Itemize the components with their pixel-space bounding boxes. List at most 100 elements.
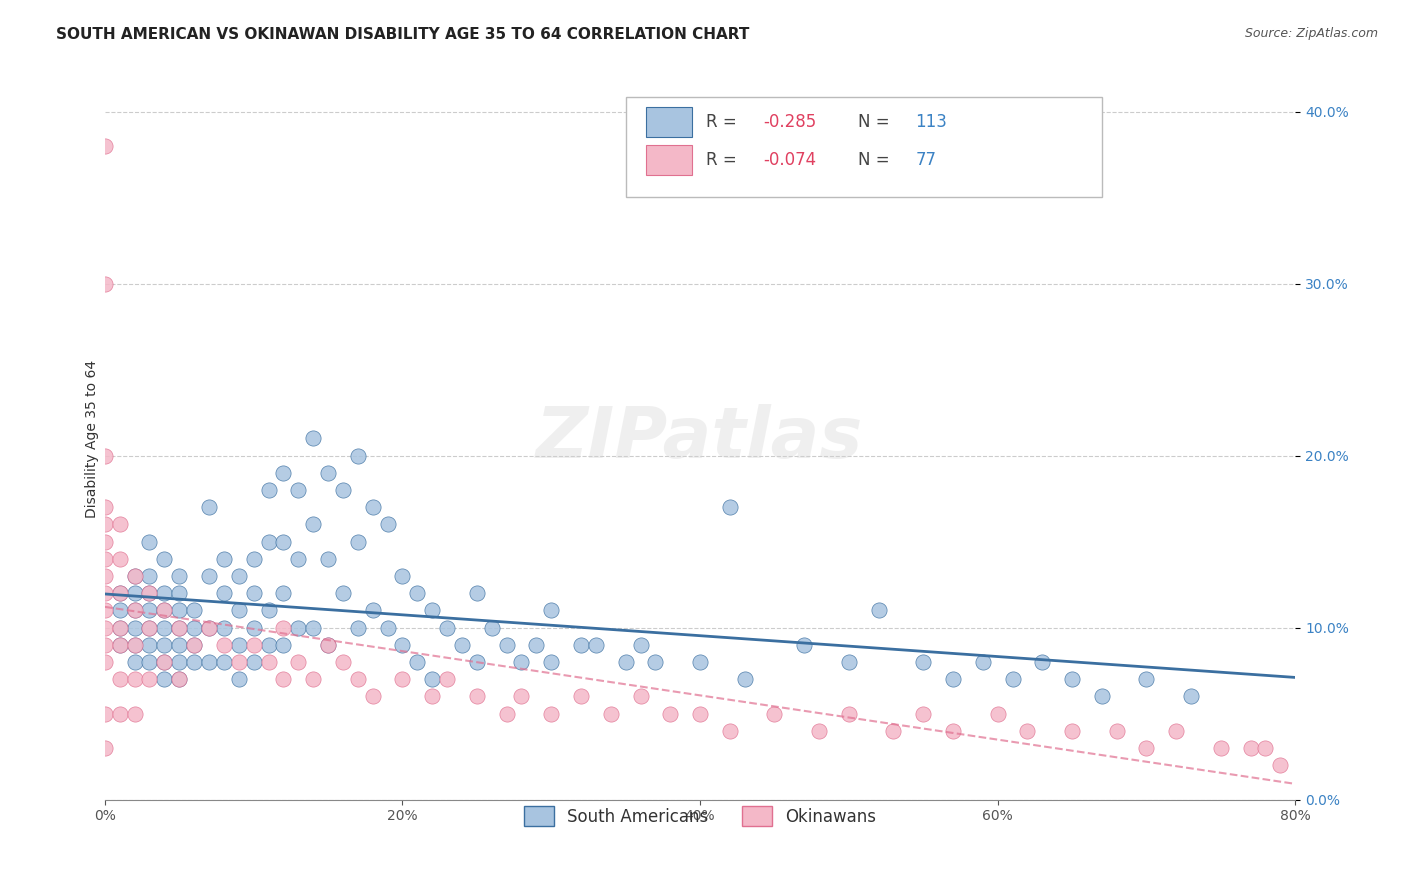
Point <box>167 621 190 635</box>
Text: -0.074: -0.074 <box>763 151 817 169</box>
Point <box>1135 741 1157 756</box>
Point <box>183 638 205 652</box>
Point <box>316 638 339 652</box>
Point <box>273 672 295 686</box>
Point <box>316 551 339 566</box>
Point <box>94 534 117 549</box>
Point <box>1017 723 1039 738</box>
Point <box>838 655 860 669</box>
Legend: South Americans, Okinawans: South Americans, Okinawans <box>516 797 884 835</box>
Point <box>599 706 621 721</box>
Point <box>540 706 562 721</box>
Point <box>287 483 309 497</box>
Point <box>94 569 117 583</box>
Point <box>1091 690 1114 704</box>
Point <box>377 621 399 635</box>
Point <box>273 638 295 652</box>
Point <box>689 706 711 721</box>
Point <box>138 621 160 635</box>
Text: -0.285: -0.285 <box>763 113 817 131</box>
Point <box>153 586 176 600</box>
Point <box>94 586 117 600</box>
Point <box>138 655 160 669</box>
Point <box>1270 758 1292 772</box>
Point <box>124 638 146 652</box>
Point <box>689 655 711 669</box>
Text: N =: N = <box>858 113 896 131</box>
Point <box>198 621 221 635</box>
Point <box>569 638 592 652</box>
Point <box>228 672 250 686</box>
Point <box>316 638 339 652</box>
Point <box>391 638 413 652</box>
Point <box>510 690 533 704</box>
Point <box>138 586 160 600</box>
Point <box>167 621 190 635</box>
Point <box>212 621 235 635</box>
Point <box>242 586 264 600</box>
Point <box>1254 741 1277 756</box>
Point <box>153 603 176 617</box>
Point <box>540 603 562 617</box>
Point <box>465 586 488 600</box>
Point <box>138 586 160 600</box>
Point <box>495 706 517 721</box>
Point <box>287 621 309 635</box>
Point <box>659 706 682 721</box>
Point <box>212 551 235 566</box>
Point <box>124 655 146 669</box>
Point <box>124 706 146 721</box>
Point <box>228 569 250 583</box>
Point <box>108 586 131 600</box>
Point <box>391 569 413 583</box>
Point <box>167 672 190 686</box>
Point <box>273 466 295 480</box>
Text: SOUTH AMERICAN VS OKINAWAN DISABILITY AGE 35 TO 64 CORRELATION CHART: SOUTH AMERICAN VS OKINAWAN DISABILITY AG… <box>56 27 749 42</box>
Point <box>242 621 264 635</box>
Point <box>108 638 131 652</box>
Point <box>94 603 117 617</box>
Point <box>1209 741 1232 756</box>
Point <box>1060 672 1083 686</box>
Point <box>257 534 280 549</box>
Point <box>273 621 295 635</box>
Point <box>585 638 607 652</box>
Point <box>124 638 146 652</box>
Text: ZIPatlas: ZIPatlas <box>536 404 863 473</box>
Point <box>108 621 131 635</box>
Point <box>167 603 190 617</box>
Point <box>495 638 517 652</box>
Text: 77: 77 <box>915 151 936 169</box>
Point <box>793 638 815 652</box>
Point <box>569 690 592 704</box>
Point <box>287 551 309 566</box>
Point <box>377 517 399 532</box>
Point <box>124 603 146 617</box>
Point <box>138 621 160 635</box>
Point <box>436 621 458 635</box>
Point <box>481 621 503 635</box>
Point <box>420 690 443 704</box>
Point <box>124 672 146 686</box>
Point <box>808 723 831 738</box>
Text: R =: R = <box>706 151 742 169</box>
Point <box>302 432 325 446</box>
Point <box>108 603 131 617</box>
Point <box>228 638 250 652</box>
Point <box>882 723 904 738</box>
Point <box>912 655 935 669</box>
Point <box>287 655 309 669</box>
Point <box>630 638 652 652</box>
Point <box>212 586 235 600</box>
Point <box>138 569 160 583</box>
Point <box>138 638 160 652</box>
Point <box>153 638 176 652</box>
Point <box>436 672 458 686</box>
Point <box>153 551 176 566</box>
Point <box>94 517 117 532</box>
Point <box>153 603 176 617</box>
Point <box>257 603 280 617</box>
Point <box>124 621 146 635</box>
Point <box>540 655 562 669</box>
Point <box>167 672 190 686</box>
